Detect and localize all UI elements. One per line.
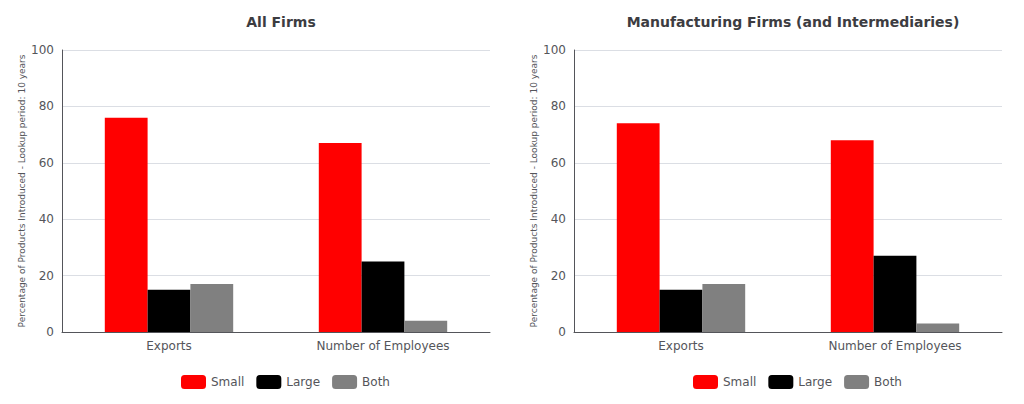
svg-text:60: 60 xyxy=(551,156,566,170)
svg-text:80: 80 xyxy=(39,99,54,113)
svg-text:0: 0 xyxy=(558,325,566,339)
svg-text:Small: Small xyxy=(211,375,244,389)
svg-text:Both: Both xyxy=(874,375,902,389)
svg-text:60: 60 xyxy=(39,156,54,170)
svg-text:100: 100 xyxy=(543,43,566,57)
svg-text:Percentage of Products Introdu: Percentage of Products Introduced - Look… xyxy=(17,54,27,327)
svg-text:100: 100 xyxy=(31,43,54,57)
svg-text:Percentage of Products Introdu: Percentage of Products Introduced - Look… xyxy=(529,54,539,327)
svg-text:20: 20 xyxy=(39,269,54,283)
svg-text:20: 20 xyxy=(551,269,566,283)
svg-text:Manufacturing Firms (and Inter: Manufacturing Firms (and Intermediaries) xyxy=(627,14,960,30)
svg-text:Number of Employees: Number of Employees xyxy=(828,339,961,353)
svg-text:40: 40 xyxy=(551,212,566,226)
svg-text:Number of Employees: Number of Employees xyxy=(316,339,449,353)
svg-text:Exports: Exports xyxy=(658,339,704,353)
svg-text:Both: Both xyxy=(362,375,390,389)
svg-text:All Firms: All Firms xyxy=(246,14,316,30)
svg-text:40: 40 xyxy=(39,212,54,226)
svg-text:Small: Small xyxy=(723,375,756,389)
svg-text:Large: Large xyxy=(286,375,320,389)
svg-text:Exports: Exports xyxy=(146,339,192,353)
svg-text:80: 80 xyxy=(551,99,566,113)
svg-text:Large: Large xyxy=(798,375,832,389)
svg-text:0: 0 xyxy=(46,325,54,339)
